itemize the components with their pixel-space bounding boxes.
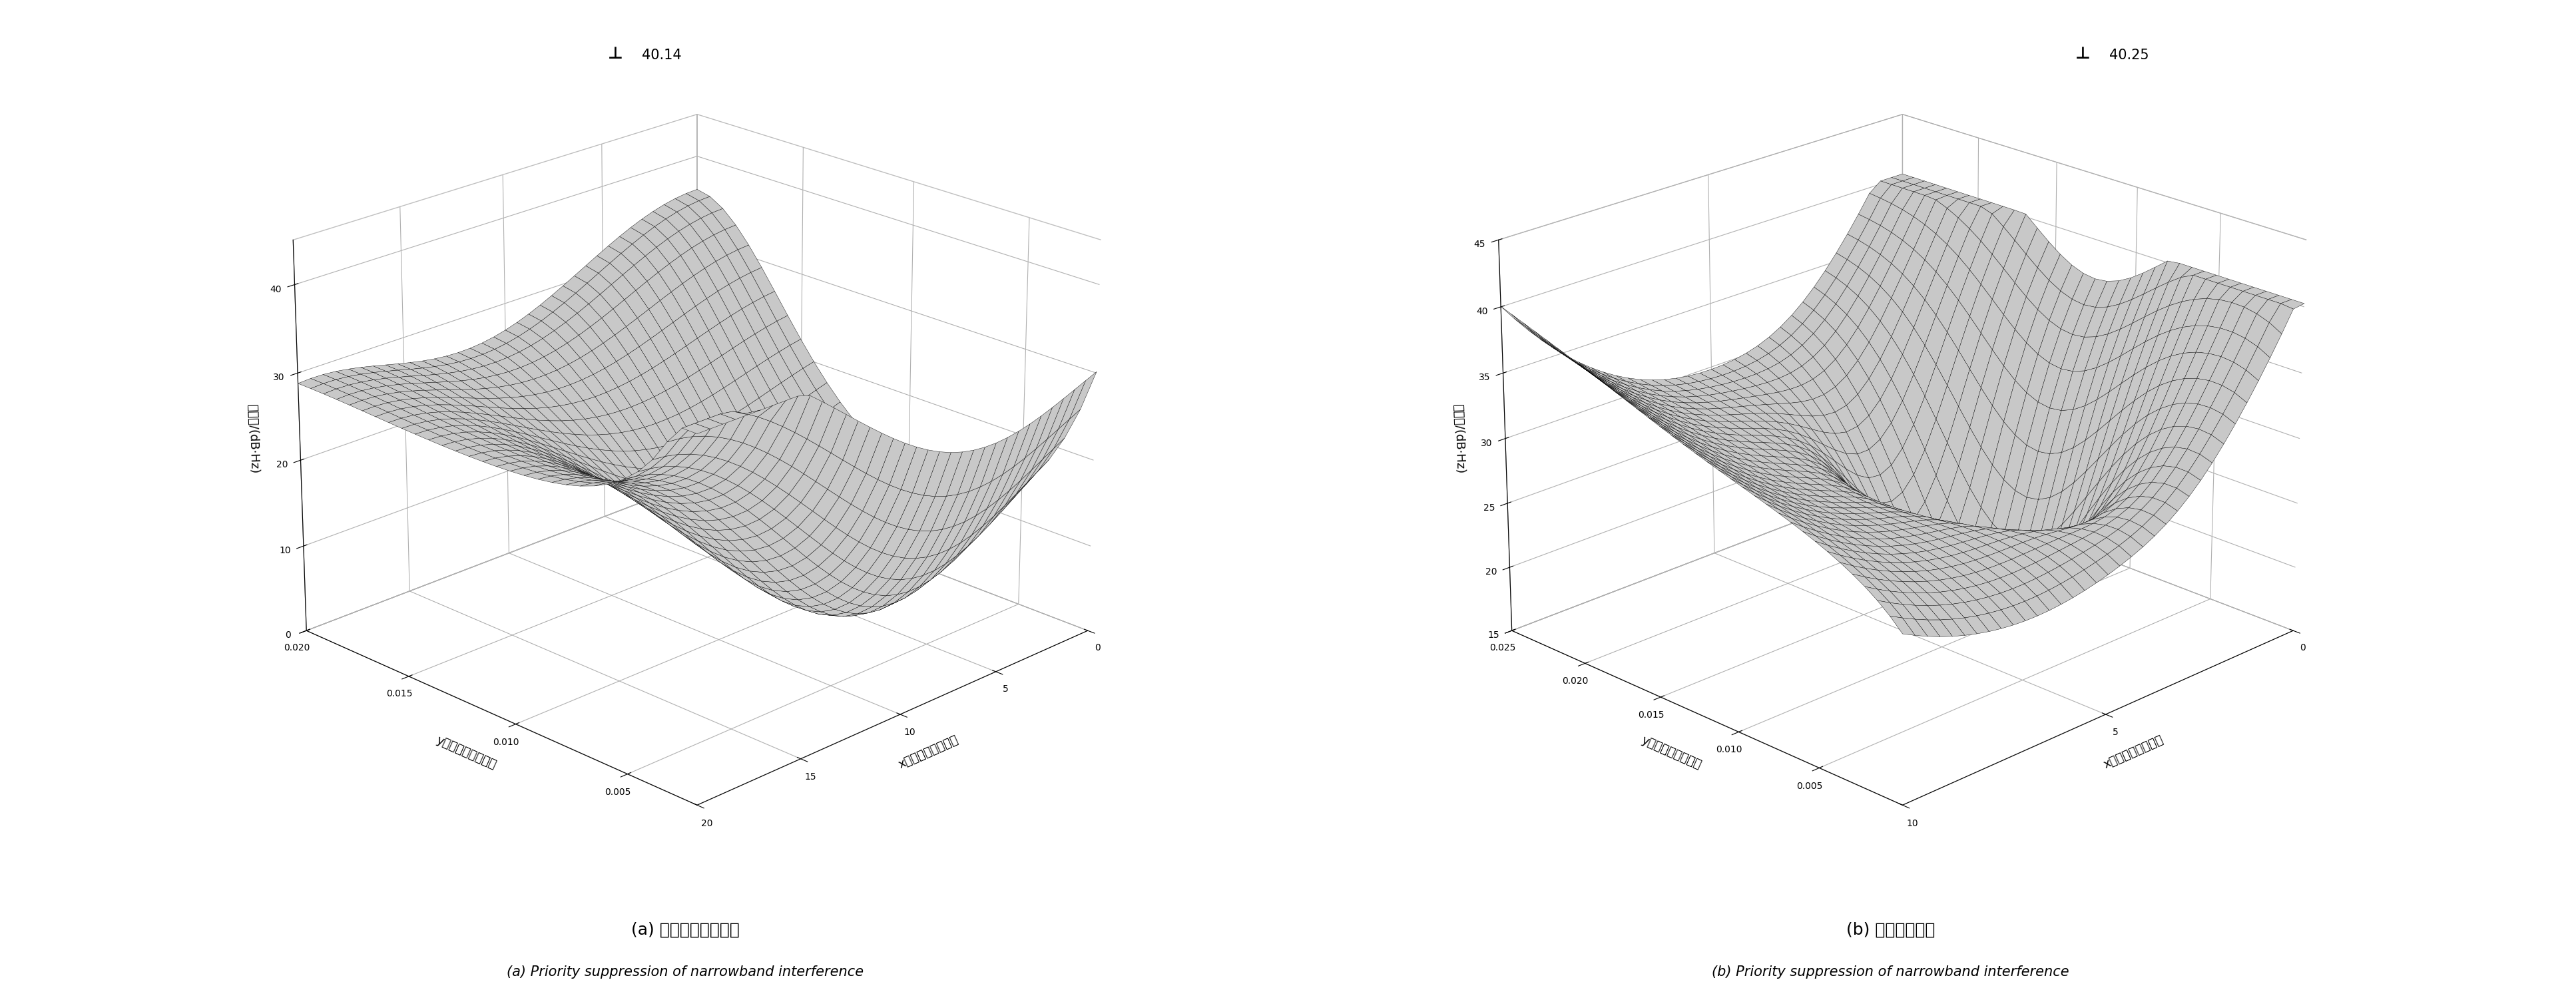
X-axis label: x轴：窄带抑制门限: x轴：窄带抑制门限 [2102, 734, 2166, 771]
Text: 40.25: 40.25 [2110, 48, 2148, 62]
Text: ⊥: ⊥ [608, 46, 623, 62]
Text: (a) 优先抑制窄带干扰: (a) 优先抑制窄带干扰 [631, 922, 739, 938]
Text: (b) 优先抑制脉冲: (b) 优先抑制脉冲 [1847, 922, 1935, 938]
Text: (b) Priority suppression of narrowband interference: (b) Priority suppression of narrowband i… [1713, 965, 2069, 979]
Y-axis label: y轴：脉冲抑制门限: y轴：脉冲抑制门限 [435, 734, 497, 771]
Text: ⊥: ⊥ [2076, 46, 2089, 62]
X-axis label: x轴：窄带抑制门限: x轴：窄带抑制门限 [896, 734, 961, 771]
Text: 40.14: 40.14 [641, 48, 680, 62]
Text: (a) Priority suppression of narrowband interference: (a) Priority suppression of narrowband i… [507, 965, 863, 979]
Y-axis label: y轴：脉冲抑制门限: y轴：脉冲抑制门限 [1638, 734, 1703, 771]
